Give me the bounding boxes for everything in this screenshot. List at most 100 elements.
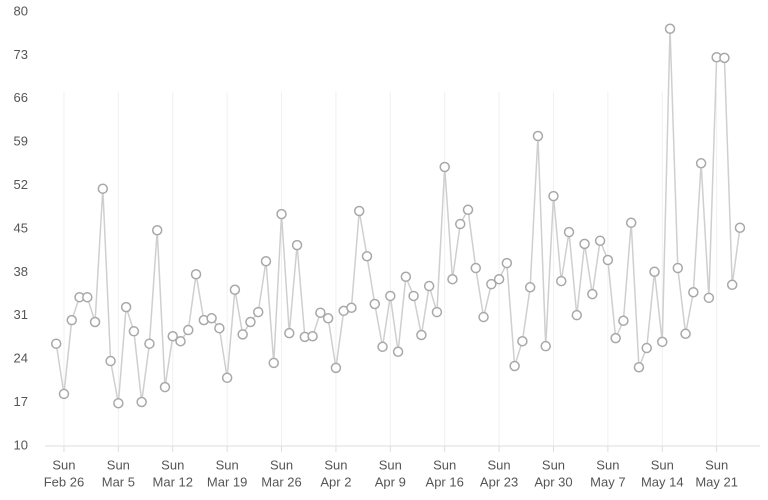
data-point xyxy=(447,273,458,285)
x-tick-label: Sun xyxy=(542,457,565,472)
data-point xyxy=(486,278,497,290)
data-point xyxy=(719,52,730,64)
x-tick-label: Sun xyxy=(596,457,619,472)
data-point xyxy=(66,314,77,326)
x-tick-label: Sun xyxy=(324,457,347,472)
data-point xyxy=(478,311,489,323)
data-point xyxy=(602,254,614,266)
y-tick-label: 80 xyxy=(14,3,28,18)
data-point xyxy=(252,306,264,318)
data-point xyxy=(229,284,241,296)
data-point xyxy=(408,290,419,302)
data-point xyxy=(330,362,342,374)
data-point xyxy=(540,340,551,352)
data-point xyxy=(680,328,691,340)
data-point xyxy=(416,329,427,341)
x-tick-label: Mar 19 xyxy=(207,474,247,489)
y-tick-label: 45 xyxy=(14,220,28,235)
data-point xyxy=(105,355,116,367)
data-point xyxy=(695,158,707,169)
data-point xyxy=(431,306,443,318)
y-tick-label: 17 xyxy=(14,394,28,409)
data-point xyxy=(97,183,109,194)
x-tick-label: Sun xyxy=(379,457,402,472)
data-point xyxy=(221,372,233,384)
y-tick-label: 73 xyxy=(14,47,28,62)
x-tick-label: Sun xyxy=(52,457,75,472)
data-point xyxy=(237,329,248,340)
y-tick-label: 38 xyxy=(14,264,28,279)
y-tick-label: 10 xyxy=(14,437,28,452)
data-point xyxy=(517,335,528,347)
data-point xyxy=(524,282,536,293)
data-point xyxy=(587,288,598,300)
x-tick-label: Sun xyxy=(216,457,239,472)
data-point xyxy=(734,222,746,234)
data-point xyxy=(268,357,280,369)
x-tick-label: May 7 xyxy=(590,474,625,489)
x-tick-label: Sun xyxy=(270,457,293,472)
data-point xyxy=(291,239,303,251)
data-point xyxy=(594,235,606,247)
x-tick-label: Feb 26 xyxy=(44,474,84,489)
x-tick-label: Sun xyxy=(705,457,728,472)
data-point xyxy=(58,388,70,400)
data-point xyxy=(175,335,186,347)
data-point xyxy=(377,341,388,353)
data-point xyxy=(113,397,124,409)
data-point xyxy=(144,338,155,349)
data-point xyxy=(509,360,520,372)
x-tick-label: Sun xyxy=(488,457,511,472)
data-point xyxy=(361,251,373,262)
x-tick-label: Apr 9 xyxy=(375,474,406,489)
x-tick-label: Apr 2 xyxy=(320,474,351,489)
data-point xyxy=(672,262,684,274)
data-point xyxy=(610,332,621,344)
data-point xyxy=(571,309,583,321)
data-point xyxy=(128,326,140,337)
y-tick-label: 66 xyxy=(14,90,28,105)
x-tick-label: Sun xyxy=(433,457,456,472)
data-point xyxy=(618,315,629,327)
data-point xyxy=(89,316,101,328)
data-point xyxy=(579,238,590,250)
x-tick-label: Apr 16 xyxy=(426,474,464,489)
data-point xyxy=(641,342,652,354)
data-point xyxy=(245,316,256,328)
data-point xyxy=(532,130,544,142)
data-point xyxy=(159,381,171,393)
x-tick-label: Mar 26 xyxy=(261,474,301,489)
y-tick-label: 59 xyxy=(14,134,28,149)
x-tick-label: May 21 xyxy=(695,474,738,489)
data-point xyxy=(664,23,676,34)
data-point xyxy=(392,346,404,358)
x-tick-label: May 14 xyxy=(641,474,684,489)
data-point xyxy=(423,280,435,292)
data-point xyxy=(462,204,474,216)
x-tick-label: Apr 23 xyxy=(480,474,518,489)
x-tick-label: Sun xyxy=(161,457,184,472)
data-point xyxy=(276,208,287,220)
data-point xyxy=(167,331,178,342)
data-point xyxy=(346,302,357,313)
data-point xyxy=(307,331,318,342)
data-point xyxy=(183,324,194,336)
x-tick-label: Mar 12 xyxy=(153,474,193,489)
data-point xyxy=(493,273,505,285)
data-point xyxy=(439,161,450,173)
data-point xyxy=(315,307,326,318)
x-tick-label: Apr 30 xyxy=(534,474,572,489)
data-point xyxy=(625,217,637,229)
data-point xyxy=(385,290,396,302)
y-tick-label: 24 xyxy=(14,351,28,366)
y-tick-label: 52 xyxy=(14,177,28,192)
data-point xyxy=(548,190,559,202)
data-point xyxy=(284,327,295,339)
data-point xyxy=(322,313,334,324)
data-point xyxy=(703,292,715,304)
data-point xyxy=(649,266,660,278)
data-point xyxy=(214,322,225,334)
data-point xyxy=(726,279,738,291)
data-point xyxy=(501,257,513,269)
data-point xyxy=(563,226,575,238)
